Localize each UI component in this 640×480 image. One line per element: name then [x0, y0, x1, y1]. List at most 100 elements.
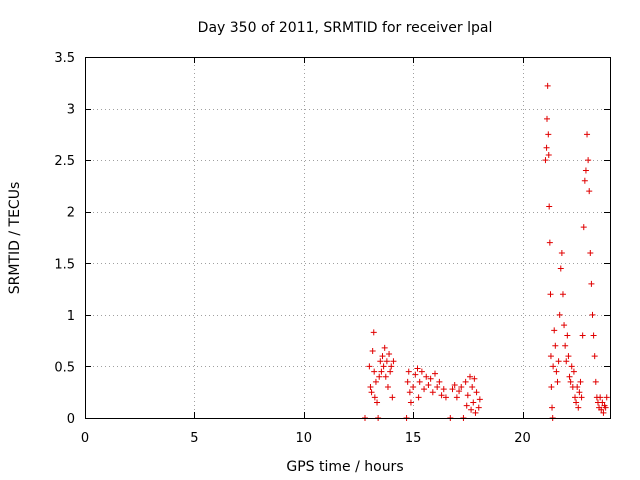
data-point	[369, 347, 376, 354]
data-point	[449, 386, 456, 393]
data-point	[581, 177, 588, 184]
data-point	[427, 375, 434, 382]
data-point	[590, 332, 597, 339]
data-point	[553, 368, 560, 375]
data-point	[589, 311, 596, 318]
data-point	[410, 384, 417, 391]
data-point	[456, 388, 463, 395]
y-tick-label: 1.5	[54, 257, 75, 272]
data-point	[421, 386, 428, 393]
data-point	[372, 378, 379, 385]
data-point	[475, 404, 482, 411]
data-point	[556, 311, 563, 318]
data-point	[366, 363, 373, 370]
data-point	[585, 157, 592, 164]
data-point	[563, 358, 570, 365]
data-point	[555, 358, 562, 365]
data-point	[412, 371, 419, 378]
chart-title: Day 350 of 2011, SRMTID for receiver lpa…	[198, 20, 493, 36]
data-point	[405, 368, 412, 375]
data-point	[552, 342, 559, 349]
x-tick-label: 5	[190, 431, 198, 446]
data-point	[370, 329, 377, 336]
x-tick-label: 10	[295, 431, 312, 446]
data-point	[415, 394, 422, 401]
data-point	[464, 392, 471, 399]
data-point	[582, 167, 589, 174]
data-point	[573, 399, 580, 406]
data-point	[558, 249, 565, 256]
data-point	[371, 394, 378, 401]
data-point	[467, 373, 473, 380]
data-point	[416, 378, 423, 385]
data-markers	[362, 82, 610, 421]
data-point	[549, 404, 556, 411]
data-point	[390, 358, 397, 365]
data-point	[469, 384, 476, 391]
data-point	[588, 280, 595, 287]
data-point	[545, 131, 552, 138]
x-tick-label: 0	[81, 431, 89, 446]
data-point	[548, 384, 555, 391]
data-point	[546, 239, 553, 246]
x-tick-label: 20	[514, 431, 531, 446]
data-point	[602, 404, 609, 411]
data-point	[438, 392, 445, 399]
data-point	[453, 394, 460, 401]
data-point	[458, 384, 465, 391]
data-point	[378, 368, 385, 375]
data-point	[567, 378, 574, 385]
data-point	[575, 404, 582, 411]
data-point	[584, 131, 591, 138]
data-point	[544, 115, 550, 122]
data-point	[547, 353, 554, 360]
data-point	[572, 394, 578, 401]
data-point	[381, 344, 388, 351]
data-point	[544, 82, 551, 89]
data-point	[432, 370, 438, 377]
data-point	[597, 394, 604, 401]
data-point	[586, 188, 593, 195]
data-point	[579, 332, 586, 339]
plot-frame	[85, 57, 611, 419]
data-point	[561, 322, 568, 329]
data-point	[547, 291, 554, 298]
data-point	[559, 291, 566, 298]
y-axis-label: SRMTID / TECUs	[7, 182, 23, 295]
y-tick-label: 3.5	[54, 51, 75, 66]
axis-ticks	[85, 57, 610, 419]
data-point	[462, 378, 469, 385]
data-point	[387, 368, 394, 375]
data-point	[598, 406, 605, 413]
data-point	[442, 394, 449, 401]
y-tick-label: 1	[67, 309, 75, 324]
data-point	[476, 396, 483, 403]
data-point	[587, 249, 594, 256]
data-point	[557, 265, 564, 272]
data-point	[451, 381, 458, 388]
data-point	[471, 375, 478, 382]
data-point	[380, 363, 387, 370]
data-point	[468, 406, 475, 413]
x-tick-labels: 0 5 10 15 20	[81, 431, 531, 446]
data-point	[383, 358, 390, 365]
data-point	[472, 409, 479, 416]
data-point	[425, 381, 432, 388]
data-point	[406, 389, 413, 396]
data-point	[388, 363, 395, 370]
data-point	[374, 399, 381, 406]
data-point	[429, 389, 436, 396]
data-point	[550, 363, 557, 370]
data-point	[386, 351, 393, 358]
data-point	[564, 332, 571, 339]
data-point	[440, 386, 447, 393]
data-point	[367, 384, 374, 391]
data-point	[565, 353, 572, 360]
y-tick-label: 2	[67, 206, 75, 221]
y-tick-label: 0	[67, 412, 75, 427]
y-tick-label: 2.5	[54, 154, 75, 169]
x-tick-label: 15	[405, 431, 422, 446]
data-point	[371, 368, 378, 375]
data-point	[382, 373, 389, 380]
data-point	[384, 384, 391, 391]
